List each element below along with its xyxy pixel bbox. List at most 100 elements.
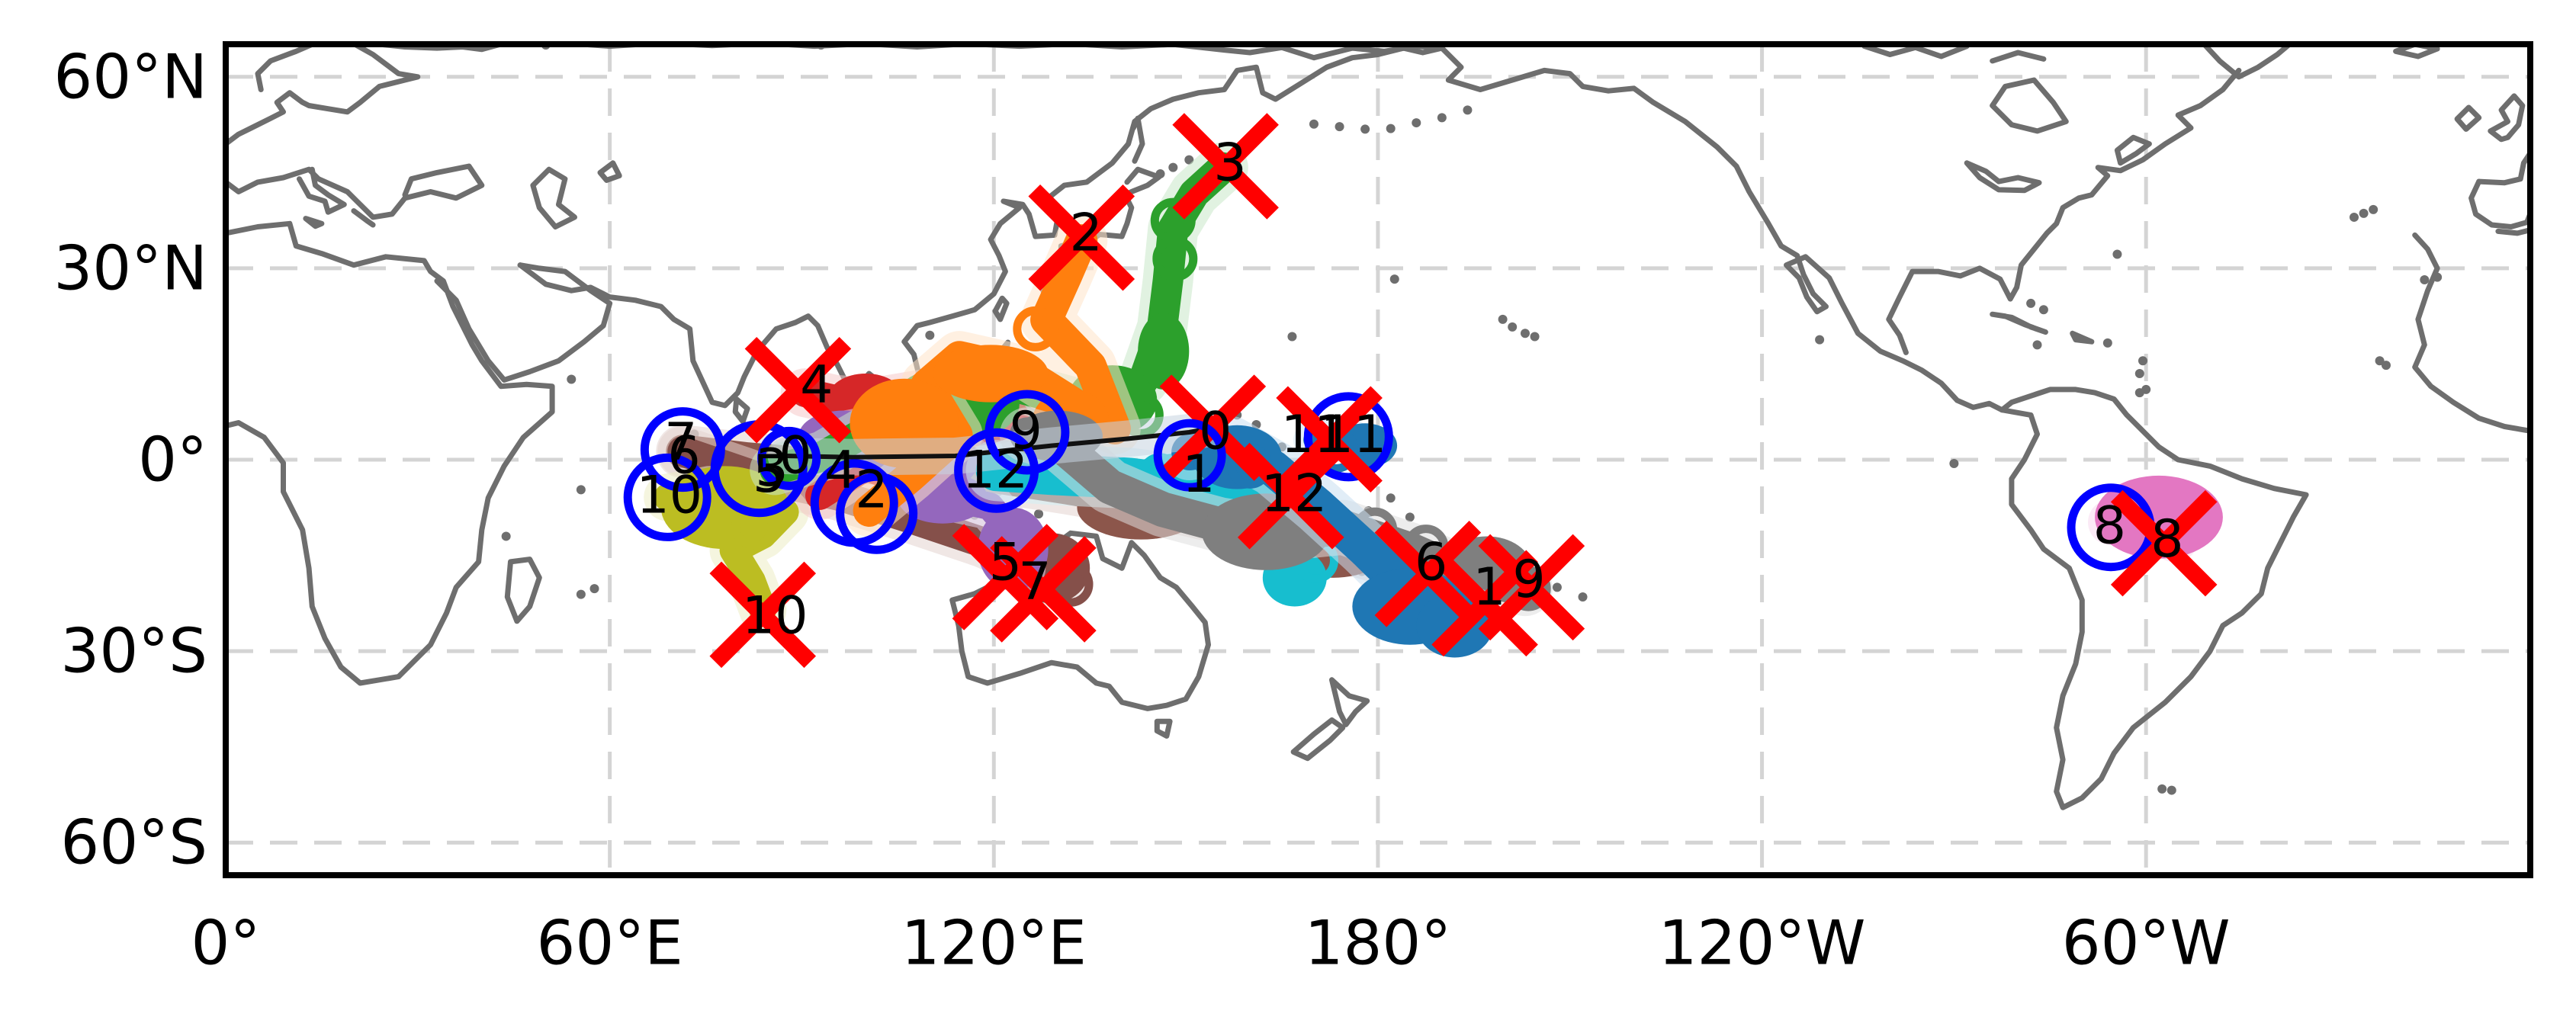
island-dot xyxy=(589,584,599,594)
start-label-10: 10 xyxy=(636,465,702,525)
island-dot xyxy=(2350,212,2359,222)
end-x-8 xyxy=(2110,489,2218,597)
coastline-path xyxy=(2114,134,2152,166)
coastline-path xyxy=(226,163,485,220)
island-dot xyxy=(576,589,586,599)
start-label-1: 1 xyxy=(1182,444,1215,505)
island-dot xyxy=(1498,314,1508,324)
island-dot xyxy=(1386,493,1396,503)
start-label-0: 0 xyxy=(779,425,811,486)
start-circle-2 xyxy=(836,472,918,554)
start-circle-4 xyxy=(810,459,898,547)
island-dot xyxy=(1463,105,1473,115)
coastline-path xyxy=(1999,387,2309,810)
island-dot xyxy=(925,330,935,340)
end-x-7 xyxy=(990,536,1097,643)
coastline-path xyxy=(1861,44,1970,59)
start-circle-12 xyxy=(954,428,1039,513)
island-dot xyxy=(501,531,511,541)
island-dot xyxy=(1949,459,1959,469)
end-x-4 xyxy=(744,336,852,444)
coastline-path xyxy=(517,45,1445,454)
cluster-2-ring xyxy=(1013,306,1058,351)
cluster-0-centerline xyxy=(783,426,1213,460)
island-dot xyxy=(1389,274,1399,284)
island-dot xyxy=(1437,113,1447,123)
coastline-path xyxy=(297,166,347,215)
island-dot xyxy=(2112,249,2122,259)
island-dot xyxy=(1309,119,1319,129)
island-dot xyxy=(1034,509,1044,519)
island-dot xyxy=(1508,322,1518,332)
coastline-path xyxy=(434,262,613,383)
island-dot xyxy=(2359,208,2369,218)
island-dot xyxy=(1520,329,1530,338)
island-dot xyxy=(2038,305,2048,315)
island-dot xyxy=(2138,356,2148,366)
cluster-3-ring xyxy=(1152,236,1198,281)
x-tick-label: 120°W xyxy=(1659,908,1866,979)
end-label-5: 5 xyxy=(989,532,1022,592)
island-dot xyxy=(1815,335,1825,345)
island-dot xyxy=(1155,169,1165,179)
x-tick-label: 0° xyxy=(191,908,261,979)
end-x-5 xyxy=(952,524,1059,630)
y-tick-label: 60°S xyxy=(60,807,207,878)
y-tick-label: 30°N xyxy=(53,233,207,303)
x-tick-label: 60°E xyxy=(536,908,683,979)
end-x-9 xyxy=(1478,534,1585,641)
end-x-10 xyxy=(709,561,817,669)
end-x-3 xyxy=(1172,113,1279,220)
cluster-2-blob xyxy=(933,345,1049,403)
coastline-path xyxy=(303,216,325,229)
coastline-path xyxy=(1439,45,2005,413)
island-dot xyxy=(1405,512,1415,522)
coastline-path xyxy=(1990,50,2047,64)
y-tick-label: 30°S xyxy=(60,616,207,687)
coastline-path xyxy=(2201,44,2293,80)
end-x-2 xyxy=(1028,184,1135,291)
start-label-5: 5 xyxy=(753,444,785,505)
coastline-path xyxy=(1964,160,2042,194)
island-dot xyxy=(2166,785,2176,795)
island-dot xyxy=(2102,338,2112,348)
start-label-3: 3 xyxy=(755,438,788,499)
end-label-8: 8 xyxy=(2150,509,2183,569)
coastline-path xyxy=(530,166,577,229)
end-label-9: 9 xyxy=(1512,550,1545,610)
end-label-11: 11 xyxy=(1281,405,1347,465)
plot-border xyxy=(223,41,2533,878)
start-label-12: 12 xyxy=(962,441,1029,501)
island-dot xyxy=(567,374,577,384)
island-dot xyxy=(2026,298,2036,308)
island-dot xyxy=(1184,155,1194,165)
start-circle-1 xyxy=(1153,419,1226,492)
coastline-path xyxy=(1130,115,1145,164)
coastline-path xyxy=(255,44,318,92)
coastline-path xyxy=(2468,178,2530,229)
cluster-track-0 xyxy=(767,410,1229,476)
coastline-path xyxy=(992,295,1010,322)
island-dot xyxy=(2375,356,2385,366)
end-x-12 xyxy=(1237,442,1344,550)
island-dot xyxy=(2157,784,2167,794)
end-label-2: 2 xyxy=(1070,203,1103,263)
end-label-0: 0 xyxy=(1199,402,1232,462)
island-dot xyxy=(1168,162,1178,172)
start-circle-11 xyxy=(1303,392,1393,482)
start-circle-10 xyxy=(623,453,711,541)
y-tick-label: 0° xyxy=(138,425,207,496)
axis-tick-labels: 0° 60°E 120°E 180° 120°W 60°W60°N30°N0°30°S60… xyxy=(53,41,2230,978)
coastline-path xyxy=(2476,150,2530,186)
start-label-7: 7 xyxy=(664,412,697,473)
island-dot xyxy=(2134,369,2144,379)
start-label-8: 8 xyxy=(2093,496,2126,557)
coastline-path xyxy=(1290,717,1346,762)
coastline-path xyxy=(2412,232,2530,434)
coastline-path xyxy=(732,396,750,425)
start-circle-6 xyxy=(640,407,725,492)
island-dot xyxy=(1386,124,1396,133)
